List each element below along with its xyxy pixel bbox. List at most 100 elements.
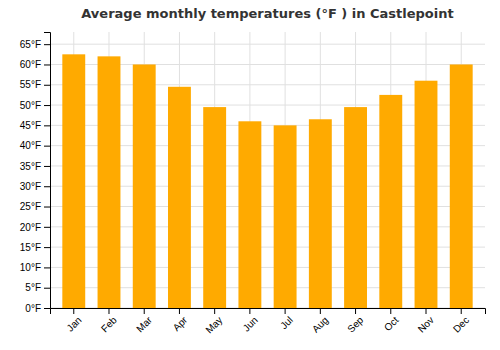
x-tick-label: May [203,314,224,335]
x-tick-mark [390,308,391,314]
y-tick-label: 35°F [20,161,41,172]
y-tick: 50°F [20,100,50,111]
x-tick-label: Jul [278,314,295,331]
y-tick: 65°F [20,39,50,50]
bar [309,119,332,308]
x-tick-label: Nov [416,314,436,334]
x-tick-mark [461,308,462,314]
y-tick: 20°F [20,222,50,233]
x-tick: Jul [278,308,295,331]
chart: 0°F 5°F 10°F 15°F 20°F 25°F 30°F 35°F 40°F 45°F 50… [0,0,500,350]
y-tick-mark [44,125,50,126]
y-tick-label: 15°F [20,242,41,253]
bar [344,107,367,308]
y-tick: 40°F [20,140,50,151]
x-axis: Jan Feb Mar Apr May Jun Jul Aug Sep Oct Nov Dec [51,308,486,336]
grid-line-y [50,44,485,45]
y-tick-label: 5°F [25,282,41,293]
y-tick-mark [44,146,50,147]
x-tick-mark [249,308,250,314]
y-tick-mark [44,267,50,268]
y-tick-label: 0°F [25,303,41,314]
y-tick-mark [44,186,50,187]
bar [238,121,261,308]
x-tick-mark [320,308,321,314]
y-tick-mark [44,247,50,248]
x-tick: Apr [171,308,190,333]
y-tick-mark [44,44,50,45]
x-tick-mark [108,308,109,314]
x-tick-label: Jun [241,314,260,333]
y-tick-label: 55°F [20,79,41,90]
y-tick: 5°F [25,282,50,293]
y-tick-mark [44,85,50,86]
x-tick-mark [214,308,215,314]
bar [133,64,156,308]
x-tick-label: Oct [382,314,401,333]
bar [203,107,226,308]
x-tick-mark [355,308,356,314]
y-tick: 30°F [20,181,50,192]
y-tick-label: 45°F [20,120,41,131]
x-axis-line [51,309,486,315]
x-tick: Aug [310,308,330,335]
y-tick-label: 60°F [20,59,41,70]
y-tick-label: 40°F [20,140,41,151]
y-tick: 25°F [20,201,50,212]
y-tick-mark [44,166,50,167]
x-tick-mark [426,308,427,314]
x-tick-label: Apr [171,314,190,333]
y-tick-label: 30°F [20,181,41,192]
bar [274,125,297,308]
y-tick-mark [44,308,50,309]
y-tick-label: 25°F [20,201,41,212]
title: Average monthly temperatures (°F ) in Ca… [81,6,453,21]
bar [450,64,473,308]
x-tick-mark [73,308,74,314]
x-tick: Jan [64,308,83,334]
x-tick-mark [285,308,286,314]
x-tick-label: Sep [345,314,366,335]
x-tick: Mar [134,308,154,334]
y-tick-label: 50°F [20,100,41,111]
x-tick: Oct [382,308,401,333]
y-axis: 0°F 5°F 10°F 15°F 20°F 25°F 30°F 35°F 40°F 45°F 50… [20,33,51,314]
y-tick-mark [44,64,50,65]
x-tick-mark [179,308,180,314]
y-tick-label: 20°F [20,222,41,233]
x-tick: Dec [451,308,471,335]
bar [98,56,121,308]
x-tick-mark [144,308,145,314]
y-tick: 0°F [25,303,50,314]
x-tick: Feb [99,308,119,334]
x-tick-label: Jan [64,314,83,333]
y-tick: 60°F [20,59,50,70]
y-axis-line [44,33,51,309]
y-tick-mark [44,288,50,289]
y-tick-mark [44,105,50,106]
y-tick-mark [44,227,50,228]
y-tick: 15°F [20,242,50,253]
y-tick-mark [44,207,50,208]
bars [62,54,472,308]
y-tick-label: 65°F [20,39,41,50]
y-tick-label: 10°F [20,262,41,273]
x-tick: Sep [345,308,366,335]
x-tick-label: Feb [99,314,119,334]
y-tick: 45°F [20,120,50,131]
x-tick: Jun [241,308,260,334]
plot-area: 0°F 5°F 10°F 15°F 20°F 25°F 30°F 35°F 40°F 45°F 50… [20,32,486,336]
x-tick-label: Mar [134,314,154,334]
bar [62,54,85,308]
bar [415,81,438,308]
x-tick: May [203,308,224,336]
x-tick: Nov [416,308,436,335]
y-tick: 10°F [20,262,50,273]
y-tick: 55°F [20,79,50,90]
x-tick-label: Aug [310,314,330,334]
grid [50,32,485,308]
bar [168,87,191,308]
y-tick: 35°F [20,161,50,172]
x-tick-label: Dec [451,314,471,334]
bar [379,95,402,308]
